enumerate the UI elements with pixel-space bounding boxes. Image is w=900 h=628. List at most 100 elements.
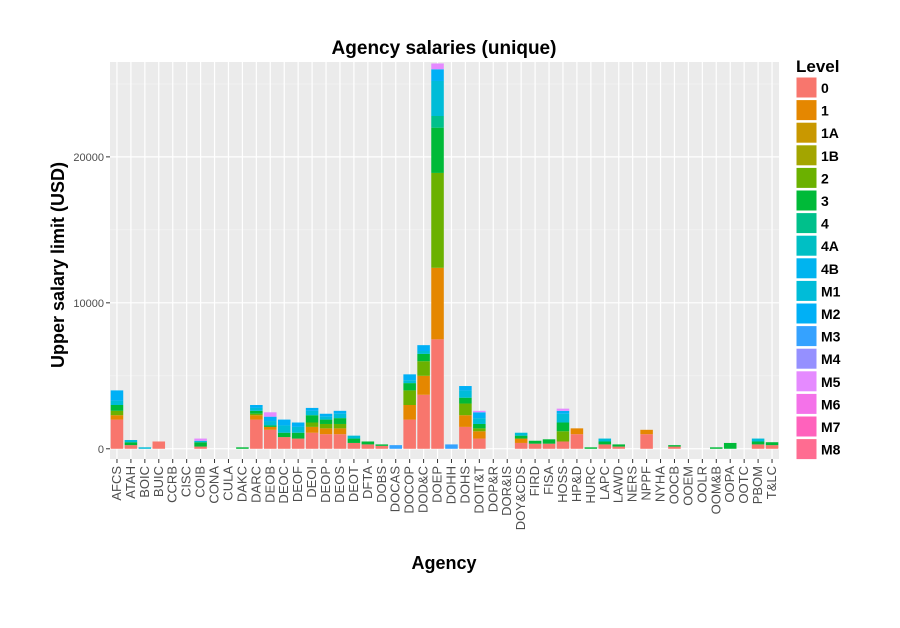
bar-segment: [110, 410, 124, 416]
x-tick-label: DOHH: [443, 466, 458, 504]
bar-segment: [459, 397, 472, 404]
legend-label: M8: [821, 442, 841, 458]
bar-segment: [333, 423, 347, 429]
bar-segment: [333, 413, 347, 419]
y-tick-label: 20000: [73, 152, 104, 164]
bar-segment: [445, 444, 458, 449]
x-tick-label: DEOF: [290, 466, 305, 502]
bar-segment: [431, 339, 444, 449]
legend-label: M4: [821, 351, 841, 367]
bar-segment: [417, 345, 430, 351]
bar-segment: [710, 447, 723, 449]
bar-segment: [319, 419, 333, 424]
bar-segment: [250, 413, 263, 416]
x-tick-label: HOSS: [555, 466, 570, 503]
x-tick-label: OOLR: [694, 466, 709, 503]
bar-segment: [403, 419, 416, 449]
bar-segment: [277, 437, 291, 449]
bar-segment: [277, 419, 291, 426]
bar-segment: [333, 418, 347, 424]
bar-segment: [305, 415, 319, 423]
legend-key: [795, 121, 818, 144]
bar-segment: [319, 434, 333, 449]
x-tick-label: DEOI: [304, 466, 319, 498]
bar-segment: [264, 416, 277, 422]
legend-label: M6: [821, 396, 841, 412]
legend-label: M2: [821, 306, 841, 322]
bar-segment: [765, 442, 779, 446]
bar-segment: [291, 438, 305, 449]
bar-segment: [277, 432, 291, 438]
bar-segment: [473, 418, 486, 424]
chart-title: Agency salaries (unique): [332, 38, 557, 59]
bar-segment: [459, 415, 472, 427]
bar-segment: [668, 446, 681, 449]
x-tick-label: DOEP: [430, 466, 445, 503]
x-tick-label: AFCS: [109, 466, 124, 501]
bar-segment: [403, 383, 416, 391]
bar-segment: [514, 438, 528, 443]
bar-segment: [305, 410, 319, 416]
x-tick-label: CISC: [179, 466, 194, 497]
bar-segment: [598, 441, 612, 445]
y-axis-title: Upper salary limit (USD): [48, 162, 68, 368]
x-tick-label: FISA: [541, 466, 556, 495]
bar-segment: [556, 410, 570, 414]
bar-segment: [403, 374, 416, 381]
bar-segment: [417, 375, 430, 395]
x-tick-label: DEOC: [276, 466, 291, 504]
bar-segment: [751, 441, 765, 445]
legend-label: 1B: [821, 148, 839, 164]
bar-segment: [305, 426, 319, 433]
bar-segment: [542, 443, 556, 449]
x-tick-label: LAPC: [597, 466, 612, 500]
x-tick-label: DFTA: [360, 466, 375, 499]
x-tick-label: BOIC: [137, 466, 152, 498]
bar-segment: [640, 434, 653, 449]
bar-segment: [751, 438, 765, 442]
legend-label: M1: [821, 283, 841, 299]
legend-key: [795, 234, 818, 257]
bar-segment: [514, 432, 528, 436]
bar-segment: [250, 410, 263, 414]
bar-segment: [194, 440, 207, 443]
bar-segment: [152, 441, 166, 449]
x-tick-label: ATAH: [123, 466, 138, 499]
bar-segment: [431, 80, 444, 117]
bar-segment: [612, 446, 625, 449]
y-tick-label: 10000: [73, 298, 104, 310]
bar-segment: [110, 404, 124, 411]
legend-key: [795, 99, 818, 122]
bar-segment: [305, 432, 319, 449]
x-tick-label: NERS: [625, 466, 640, 502]
x-tick-label: BUIC: [151, 466, 166, 497]
x-tick-label: DOCOP: [402, 466, 417, 514]
x-tick-label: DOHS: [457, 466, 472, 504]
legend-title: Level: [796, 57, 839, 76]
x-tick-label: DOY&CDS: [513, 466, 528, 531]
bar-segment: [110, 400, 124, 405]
bar-segment: [431, 127, 444, 173]
bar-segment: [584, 447, 598, 449]
y-tick-label: 0: [98, 444, 104, 456]
bar-segment: [250, 404, 263, 408]
bar-segment: [277, 425, 291, 433]
legend: Level 0 1 1A 1B 2 3 4 4A 4B M1 M2 M3 M4 M5 M6 M7 M8: [795, 57, 841, 461]
bar-segment: [556, 413, 570, 423]
legend-key: [795, 370, 818, 393]
bar-segment: [598, 444, 612, 449]
x-tick-label: OOTC: [736, 466, 751, 504]
bar-segment: [389, 445, 402, 449]
bar-segment: [431, 172, 444, 268]
x-tick-label: DAKC: [234, 466, 249, 502]
x-axis-title: Agency: [411, 553, 476, 573]
bar-segment: [640, 429, 653, 435]
bar-segment: [319, 413, 333, 417]
bar-segment: [459, 426, 472, 449]
legend-label: 4B: [821, 261, 839, 277]
bar-segment: [514, 442, 528, 449]
x-tick-label: DEOS: [332, 466, 347, 503]
bar-segment: [459, 403, 472, 416]
bar-segment: [459, 390, 472, 398]
